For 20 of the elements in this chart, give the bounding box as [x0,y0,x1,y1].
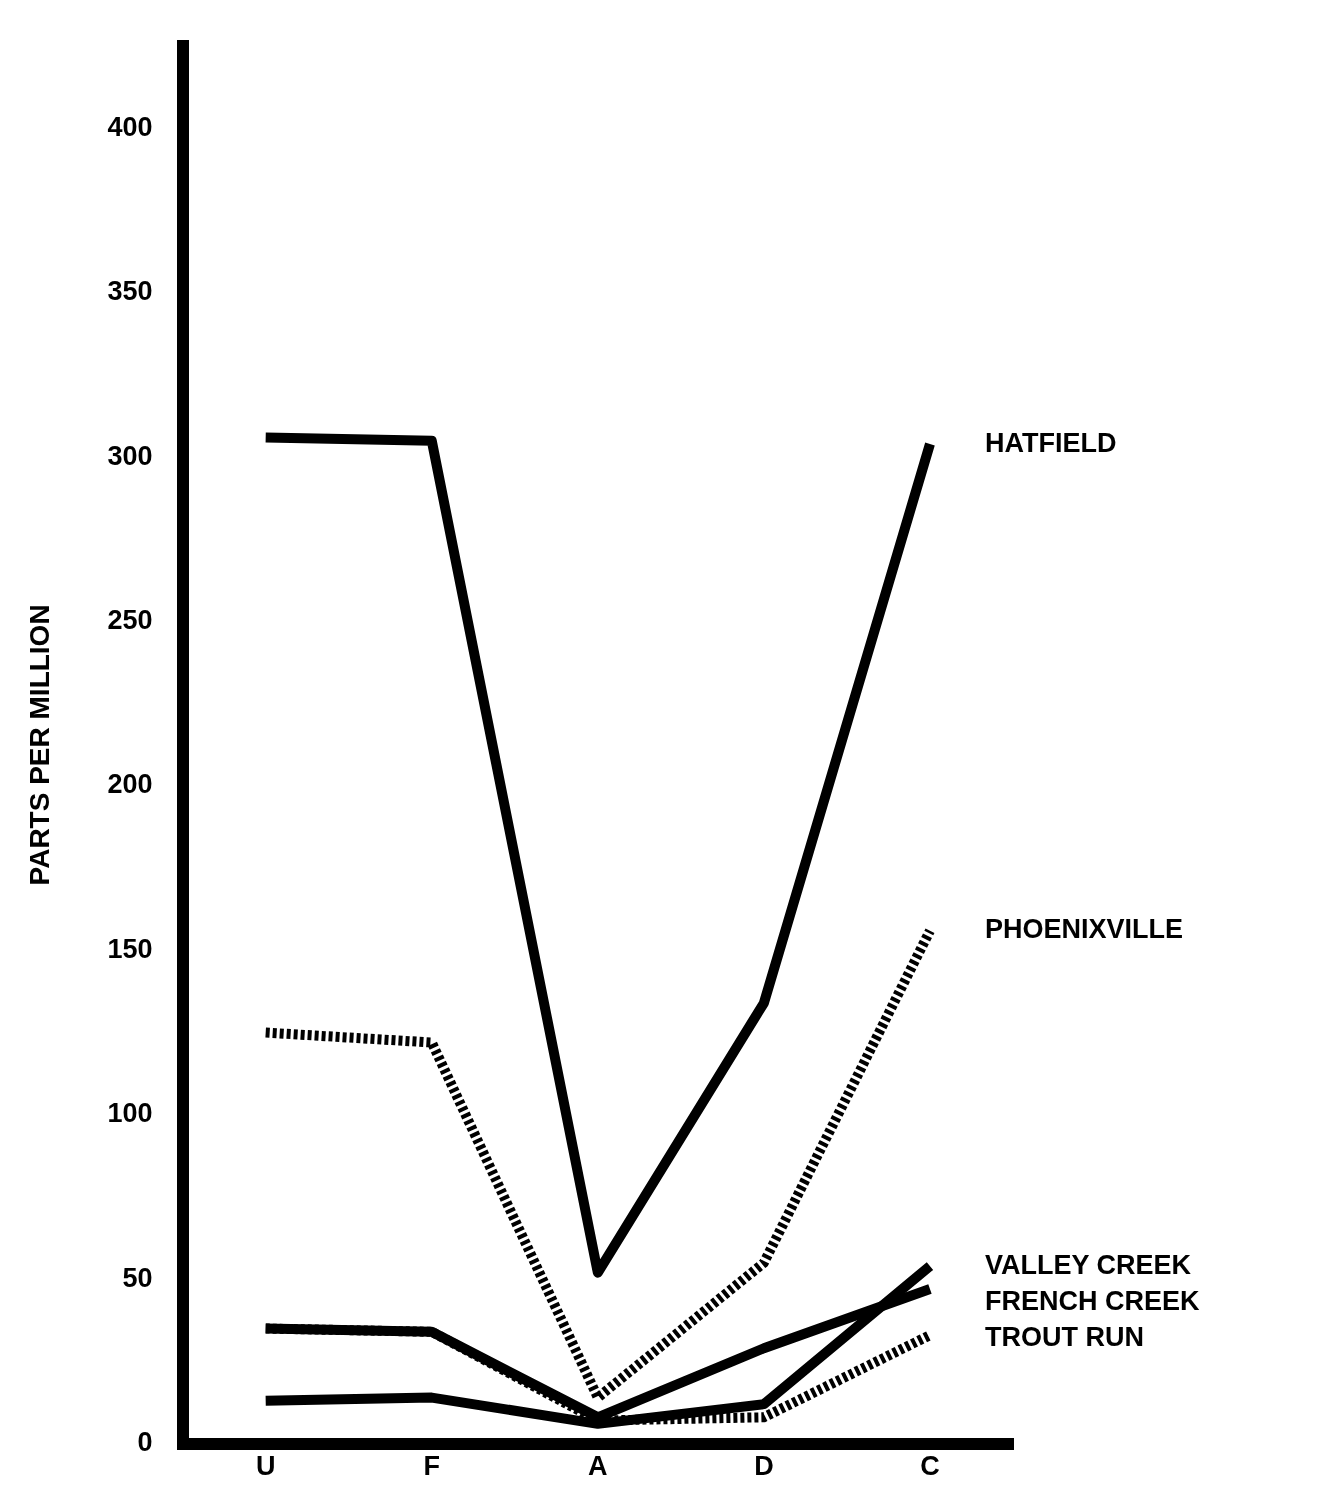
y-axis-title: PARTS PER MILLION [23,604,55,886]
text: HATFIELD [984,427,1117,458]
x-tick-label: F [423,1451,440,1482]
text: PHOENIXVILLE [984,914,1183,945]
text: FRENCH CREEK [984,1285,1200,1316]
y-tick-label: 50 [122,1262,153,1293]
x-tick-label: C [920,1451,940,1482]
text: TROUT RUN [984,1321,1144,1352]
x-tick-label: U [255,1451,276,1482]
y-tick-label: 350 [107,276,153,307]
y-tick-label: 150 [107,933,153,964]
x-tick-label: A [588,1451,608,1482]
y-tick-label: 400 [107,111,153,142]
y-tick-label: 250 [107,605,153,636]
y-tick-label: 100 [107,1098,153,1129]
x-tick-label: D [754,1451,774,1482]
y-tick-label: 200 [107,769,153,800]
y-tick-label: 0 [137,1427,153,1458]
text: VALLEY CREEK [984,1249,1192,1280]
y-tick-label: 300 [107,440,153,471]
